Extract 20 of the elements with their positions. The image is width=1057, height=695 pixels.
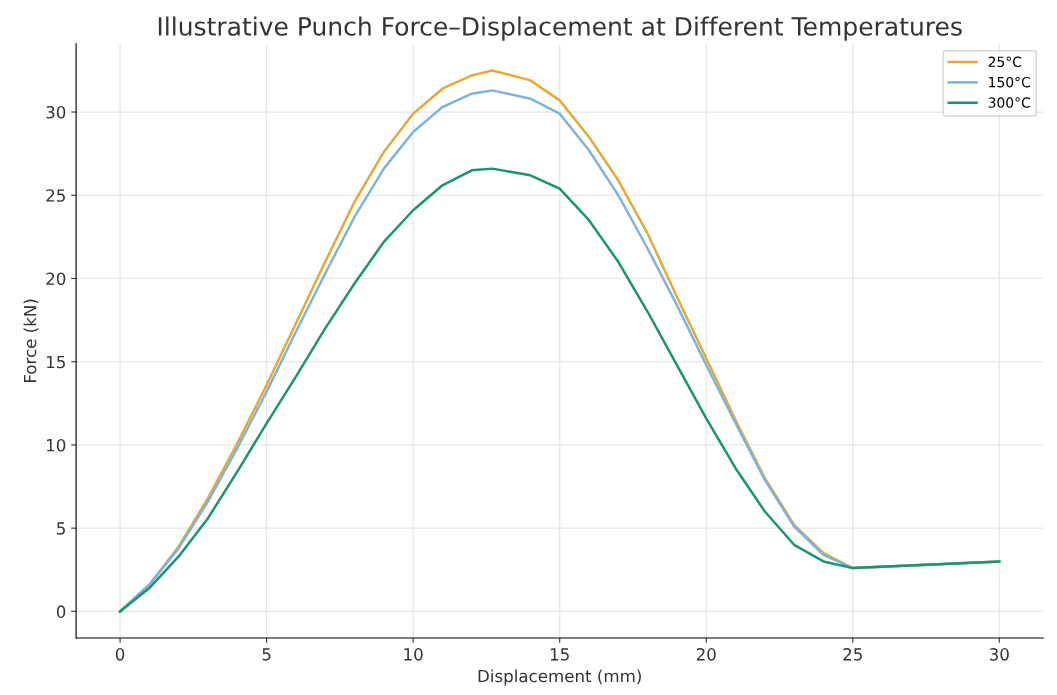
y-tick-label: 30 <box>46 105 66 119</box>
x-tick-label: 15 <box>550 648 569 661</box>
y-tick-label: 0 <box>56 605 66 618</box>
x-tick-label: 20 <box>696 648 716 661</box>
y-tick-label: 10 <box>47 438 66 452</box>
y-tick-label: 25 <box>46 189 65 202</box>
x-tick-label: 10 <box>404 648 423 661</box>
x-tick-label: 30 <box>989 648 1009 661</box>
x-tick-label: 5 <box>262 648 271 661</box>
y-tick-label: 20 <box>46 272 66 286</box>
legend-label: 150°C <box>989 76 1031 88</box>
x-tick-label: 25 <box>843 648 862 661</box>
chart-title: Illustrative Punch Force–Displacement at Different Temperatures <box>158 16 962 41</box>
legend-label: 25°C <box>988 56 1022 68</box>
legend-label: 300°C <box>988 97 1031 108</box>
x-tick-label: 0 <box>115 648 125 661</box>
y-axis-title: Force (kN) <box>23 299 39 383</box>
y-tick-label: 15 <box>47 355 65 369</box>
y-tick-label: 5 <box>57 522 65 535</box>
x-axis-title: Displacement (mm) <box>478 669 641 686</box>
